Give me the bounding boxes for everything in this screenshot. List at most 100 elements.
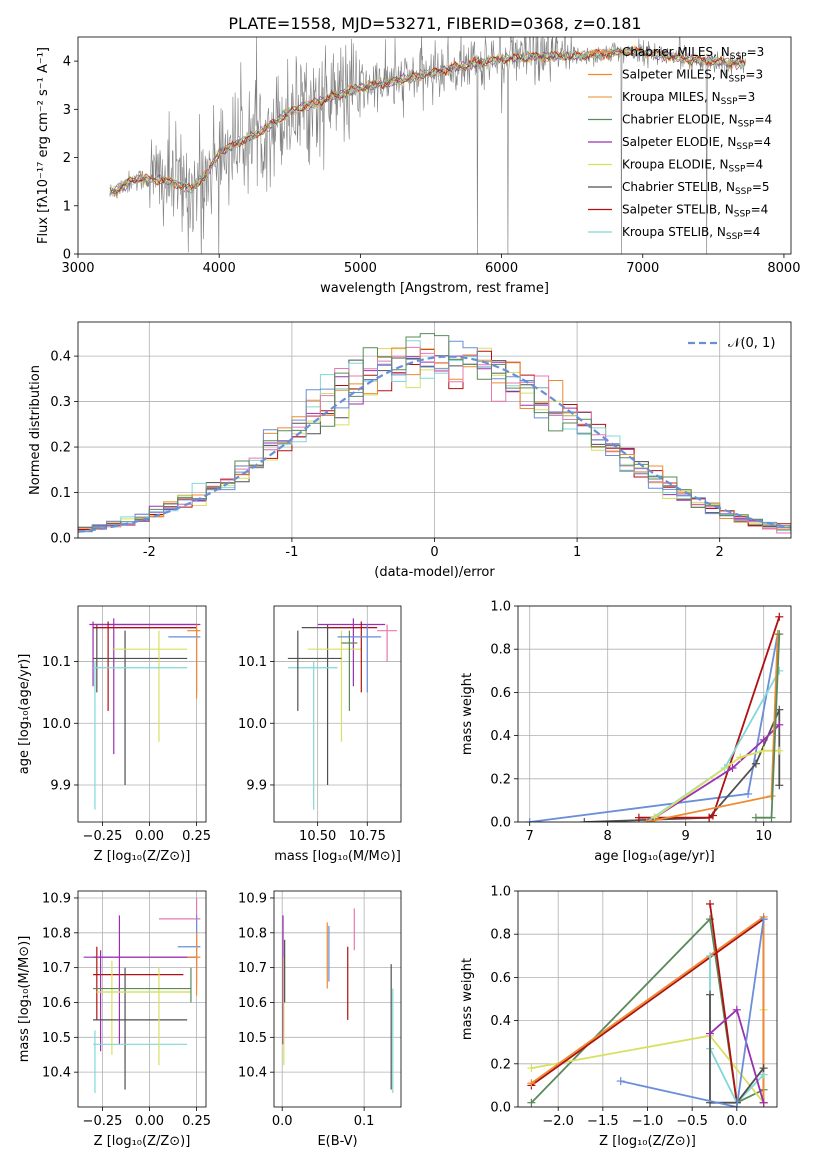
plus-marker [744,789,753,798]
legend-entry-label: Chabrier MILES, NSSP=3 [622,45,764,62]
panel-mass-vs-age: 10.50 10.75 9.9 10.0 10.1 mass [log₁₀(M/M⊙)] [238,605,402,864]
legend-entry-tail: =3 [745,68,763,82]
plus-marker [728,764,737,772]
x-tick-label: 6000 [485,261,518,276]
legend-entry-tail: =4 [754,113,772,127]
axes-frame [517,605,792,823]
data-point [93,630,188,785]
legend-entry-tail: =4 [751,203,769,217]
y-tick-label: 0.0 [490,816,511,831]
plot-area [287,618,398,810]
y-tick-label: 9.9 [246,778,267,793]
legend-entry-main: Chabrier STELIB, N [622,180,735,194]
legend-entry-sub: SSP [729,165,746,175]
y-tick-label: 10.9 [42,891,71,906]
y-tick-label: 10.6 [238,996,267,1011]
legend-entry-label: Salpeter MILES, NSSP=3 [622,68,763,85]
x-tick-label: −0.25 [83,829,123,844]
data-point [287,630,342,711]
plus-marker [767,813,776,822]
y-tick-label: 0.8 [490,643,511,658]
x-tick-label: 0.0 [272,1114,293,1129]
plus-marker [751,759,760,768]
legend-entry-label: Kroupa MILES, NSSP=3 [622,90,755,107]
y-tick-label: 10.8 [42,926,71,941]
y-tick-label: 0.4 [50,350,71,365]
x-axis-label: Z [log₁₀(Z/Z⊙)] [94,1134,191,1149]
y-axis-label: mass weight [460,958,475,1040]
x-tick-label: −1.5 [587,1114,619,1129]
x-tick-label: -2 [143,545,156,560]
y-tick-label: 0 [63,248,71,263]
y-tick-label: 10.4 [42,1066,71,1081]
legend-entry-label: Chabrier STELIB, NSSP=5 [622,180,770,197]
y-tick-label: 9.9 [50,778,71,793]
y-axis-label: mass [log₁₀(M/M⊙)] [17,936,32,1063]
legend-entry-tail: =3 [738,90,756,104]
x-tick-label: 0.0 [726,1114,747,1129]
figure-title: PLATE=1558, MJD=53271, FIBERID=0368, z=0… [228,14,641,33]
x-axis-label: Z [log₁₀(Z/Z⊙)] [94,849,191,864]
legend-entry-main: Chabrier ELODIE, N [622,113,738,127]
panel-z-vs-age: −0.25 0.00 0.25 9.9 10.0 10.1 Z [log₁₀(Z/Z⊙)] a… [17,605,211,864]
plus-marker [706,1029,715,1038]
plus-marker [642,818,651,822]
legend-entry-tail: =3 [747,45,765,59]
data-point [187,932,201,996]
weight-series-line [620,918,765,1107]
y-tick-label: 10.4 [238,1066,267,1081]
legend-entry-main: Salpeter STELIB, N [622,203,734,217]
legend-entry-label: Salpeter STELIB, NSSP=4 [622,203,768,220]
x-tick-label: −0.5 [676,1114,708,1129]
axes-frame [77,605,207,823]
legend-entry-tail: =4 [753,135,771,149]
plus-marker [775,612,784,621]
x-tick-label: 7 [526,829,534,844]
legend-entry-sub: SSP [738,120,755,130]
x-tick-label: 7000 [626,261,659,276]
plus-marker [736,753,745,762]
y-tick-label: 2 [63,151,71,166]
data-point [341,630,358,711]
normal-curve-line [78,355,791,533]
x-tick-label: 1 [573,545,581,560]
axes-frame [77,321,792,539]
data-point [93,915,197,1045]
legend-entry-sub: SSP [736,142,753,152]
y-tick-label: 10.1 [42,655,71,670]
y-axis-label: mass weight [460,673,475,755]
y-tick-label: 1.0 [490,885,511,900]
x-tick-label: 10.75 [349,829,386,844]
y-tick-label: 10.6 [42,996,71,1011]
grid-lines [78,891,206,1107]
grid-lines [78,606,206,822]
y-tick-label: 10.7 [238,961,267,976]
x-axis-label: E(B-V) [317,1134,357,1149]
y-tick-label: 1 [63,199,71,214]
plot-area [78,333,791,536]
data-point [93,661,188,810]
data-point [93,946,184,1020]
y-tick-label: 10.5 [42,1031,71,1046]
plus-marker [732,1005,741,1014]
y-tick-label: 4 [63,55,71,70]
plus-marker [775,781,784,790]
plus-marker [759,1064,768,1073]
x-tick-label: −1.0 [632,1114,664,1129]
weight-series-line [653,749,780,819]
x-axis-label: age [log₁₀(age/yr)] [594,849,715,864]
x-axis-label: Z [log₁₀(Z/Z⊙)] [599,1134,696,1149]
y-tick-label: 10.5 [238,1031,267,1046]
data-point [327,621,378,693]
plus-marker [616,1077,625,1086]
x-tick-label: 0 [430,545,438,560]
data-point [287,661,338,810]
plot-area [525,612,784,822]
y-tick-label: 1.0 [490,600,511,615]
weight-series-line [638,616,781,819]
legend-entry-sub: SSP [721,97,738,107]
y-tick-label: 10.0 [42,717,71,732]
y-tick-label: 0.3 [50,395,71,410]
legend-entry-sub: SSP [735,187,752,197]
